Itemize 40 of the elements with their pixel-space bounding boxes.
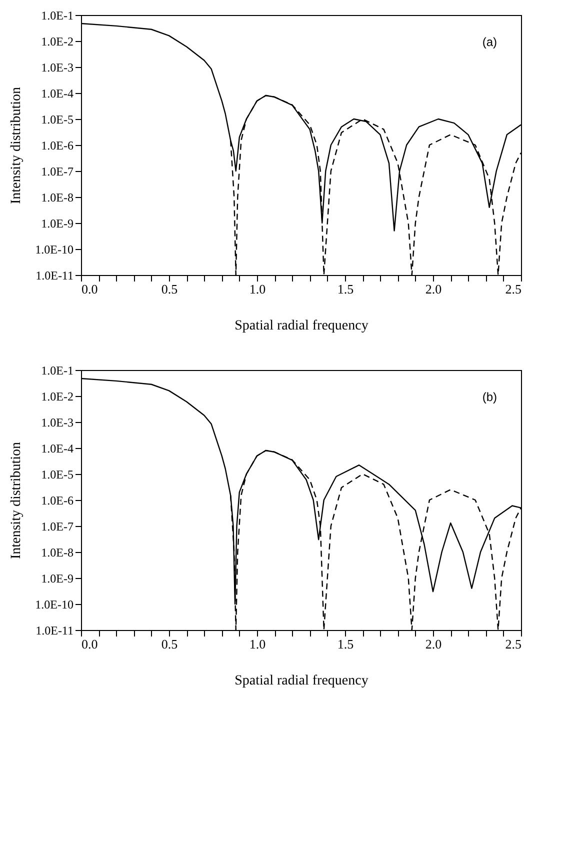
y-axis-title: Intensity distribution: [9, 86, 24, 204]
x-tick-label: 0.5: [161, 636, 178, 652]
y-tick-label: 1.0E-2: [41, 34, 74, 48]
x-tick-label: 1.0: [249, 636, 266, 652]
y-tick-label: 1.0E-10: [35, 598, 74, 612]
y-tick-label: 1.0E-1: [41, 364, 74, 378]
x-tick-label: 0.0: [82, 282, 98, 296]
y-tick-label: 1.0E-2: [41, 390, 74, 404]
y-tick-label: 1.0E-9: [41, 572, 74, 586]
y-tick-label: 1.0E-11: [36, 268, 74, 282]
y-tick-label: 1.0E-4: [41, 86, 74, 100]
y-tick-label: 1.0E-5: [41, 468, 74, 482]
x-tick-label: 1.0: [249, 282, 266, 296]
annotation: (b): [482, 390, 497, 404]
y-axis-title: Intensity distribution: [9, 442, 24, 560]
annotation: (a): [482, 35, 497, 49]
y-tick-label: 1.0E-8: [41, 546, 74, 560]
y-tick-label: 1.0E-6: [41, 494, 74, 508]
x-tick-label: 1.5: [337, 282, 354, 296]
y-tick-label: 1.0E-8: [41, 190, 74, 204]
x-axis-title: Spatial radial frequency: [234, 318, 368, 334]
y-tick-label: 1.0E-4: [41, 442, 74, 456]
x-tick-label: 2.5: [505, 636, 522, 652]
y-tick-label: 1.0E-5: [41, 112, 74, 126]
y-tick-label: 1.0E-9: [41, 216, 74, 230]
x-tick-label: 2.5: [505, 282, 522, 296]
x-tick-label: 2.0: [425, 636, 442, 652]
y-tick-label: 1.0E-3: [41, 416, 74, 430]
y-tick-label: 1.0E-1: [41, 8, 74, 22]
x-axis-title: Spatial radial frequency: [234, 674, 368, 688]
y-tick-label: 1.0E-10: [35, 242, 74, 256]
y-tick-label: 1.0E-11: [36, 624, 74, 638]
x-tick-label: 2.0: [425, 282, 442, 296]
y-tick-label: 1.0E-7: [41, 520, 74, 534]
x-tick-label: 0.0: [82, 636, 98, 652]
y-tick-label: 1.0E-6: [41, 138, 74, 152]
x-tick-label: 1.5: [337, 636, 354, 652]
y-tick-label: 1.0E-7: [41, 164, 74, 178]
x-tick-label: 0.5: [161, 282, 178, 296]
y-tick-label: 1.0E-3: [41, 60, 74, 74]
